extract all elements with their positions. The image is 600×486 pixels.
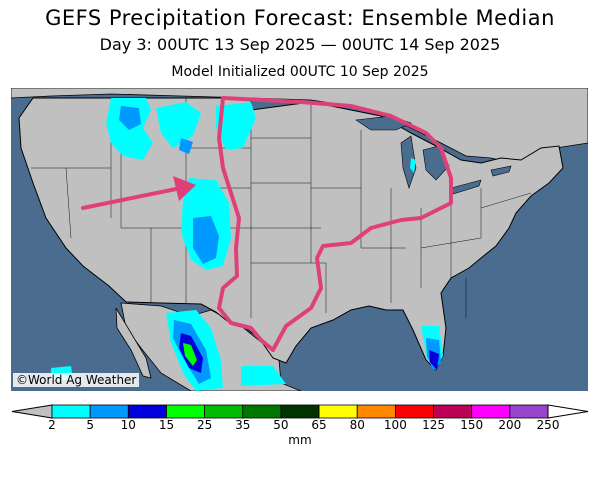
forecast-period: Day 3: 00UTC 13 Sep 2025 — 00UTC 14 Sep … <box>99 35 501 54</box>
colorbar-swatch <box>242 404 282 419</box>
colorbar-swatch <box>394 404 434 419</box>
baja-peninsula <box>115 307 152 379</box>
precip-colorbar <box>11 404 589 419</box>
colorbar-tick-label: 125 <box>422 418 445 432</box>
colorbar-tick-label: 65 <box>311 418 327 432</box>
colorbar-tick-label: 250 <box>536 418 560 432</box>
colorbar-swatch <box>471 404 511 419</box>
map-svg <box>11 88 588 391</box>
precipitation-map <box>11 88 588 391</box>
colorbar-swatch <box>356 404 396 419</box>
colorbar-tick-label: 25 <box>196 418 213 432</box>
colorbar-swatch <box>166 404 206 419</box>
colorbar-tick-label: 150 <box>460 418 484 432</box>
colorbar-swatch <box>509 404 549 419</box>
colorbar-unit: mm <box>288 433 312 447</box>
colorbar-tick-label: 100 <box>383 418 407 432</box>
chart-title: GEFS Precipitation Forecast: Ensemble Me… <box>45 6 555 30</box>
colorbar-tick-label: 50 <box>273 418 289 432</box>
colorbar-tick-label: 35 <box>235 418 251 432</box>
colorbar-under-triangle <box>11 404 53 419</box>
precip-15mm <box>183 343 197 366</box>
colorbar-over-triangle <box>547 404 589 419</box>
colorbar-swatch <box>127 404 167 419</box>
colorbar-tick-label: 80 <box>349 418 365 432</box>
colorbar-tick-label: 5 <box>86 418 94 432</box>
colorbar-swatch <box>51 404 91 419</box>
colorbar-tick-label: 10 <box>120 418 136 432</box>
model-init-time: Model Initialized 00UTC 10 Sep 2025 <box>171 64 429 80</box>
lake-ontario <box>490 165 512 177</box>
colorbar-tick-label: 2 <box>48 418 56 432</box>
colorbar-tick-label: 200 <box>498 418 522 432</box>
colorbar-swatch <box>89 404 129 419</box>
colorbar-tick-label: 15 <box>158 418 175 432</box>
highlight-region-outline <box>217 96 453 352</box>
credit-label: ©World Ag Weather <box>13 373 140 387</box>
lake-michigan <box>400 135 417 189</box>
annotation-arrow <box>81 176 196 210</box>
colorbar-swatch <box>318 404 358 419</box>
colorbar-swatch <box>204 404 244 419</box>
colorbar-swatch <box>280 404 320 419</box>
colorbar-swatch <box>433 404 473 419</box>
